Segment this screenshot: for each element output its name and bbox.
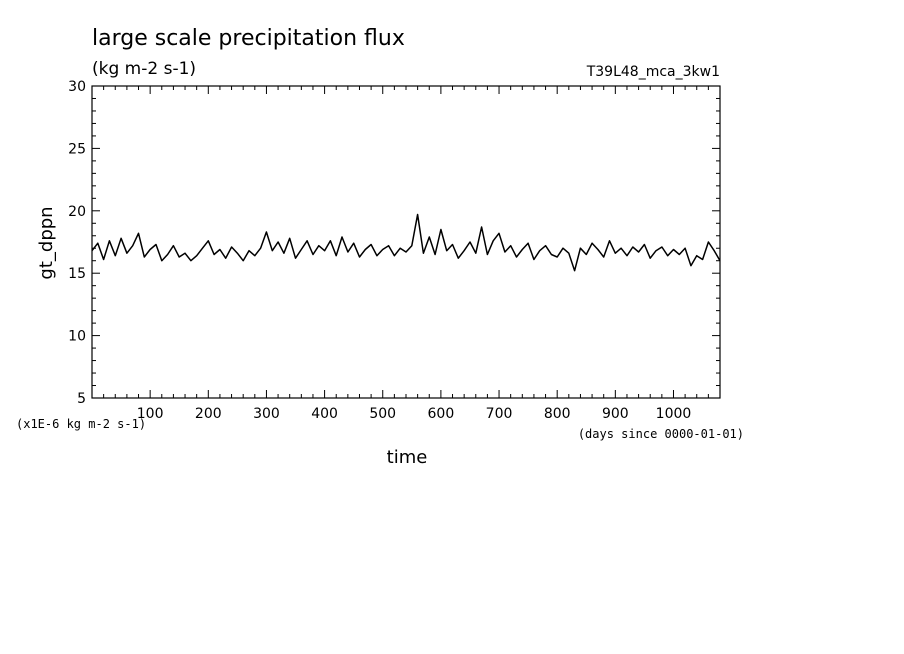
x-tick-label: 900 [602, 406, 629, 422]
x-tick-label: 400 [311, 406, 338, 422]
y-tick-label: 5 [77, 391, 86, 407]
y-tick-label: 25 [68, 141, 86, 157]
x-tick-label: 700 [486, 406, 513, 422]
run-label: T39L48_mca_3kw1 [586, 64, 720, 80]
tick-marks [92, 86, 720, 398]
series-group [91, 213, 721, 272]
x-tick-label: 600 [428, 406, 455, 422]
x-tick-label: 1000 [656, 406, 692, 422]
chart-title: large scale precipitation flux [92, 26, 405, 51]
series-line [91, 213, 721, 272]
chart-subtitle: (kg m-2 s-1) [92, 59, 196, 79]
x-units-label: (days since 0000-01-01) [578, 427, 744, 441]
x-tick-label: 800 [544, 406, 571, 422]
y-tick-label: 10 [68, 329, 86, 345]
x-axis-label: time [387, 447, 428, 468]
tick-labels: 100 200 300 400 500 600 700 800 900 1000 5 10 15 20 25… [68, 79, 691, 422]
y-tick-label: 15 [68, 266, 86, 282]
y-tick-label: 30 [68, 79, 86, 95]
y-units-label: (x1E-6 kg m-2 s-1) [16, 417, 146, 431]
x-tick-label: 100 [137, 406, 164, 422]
x-tick-label: 200 [195, 406, 222, 422]
x-tick-label: 300 [253, 406, 280, 422]
x-tick-label: 500 [369, 406, 396, 422]
y-tick-label: 20 [68, 204, 86, 220]
y-axis-label: gt_dppn [36, 206, 57, 279]
